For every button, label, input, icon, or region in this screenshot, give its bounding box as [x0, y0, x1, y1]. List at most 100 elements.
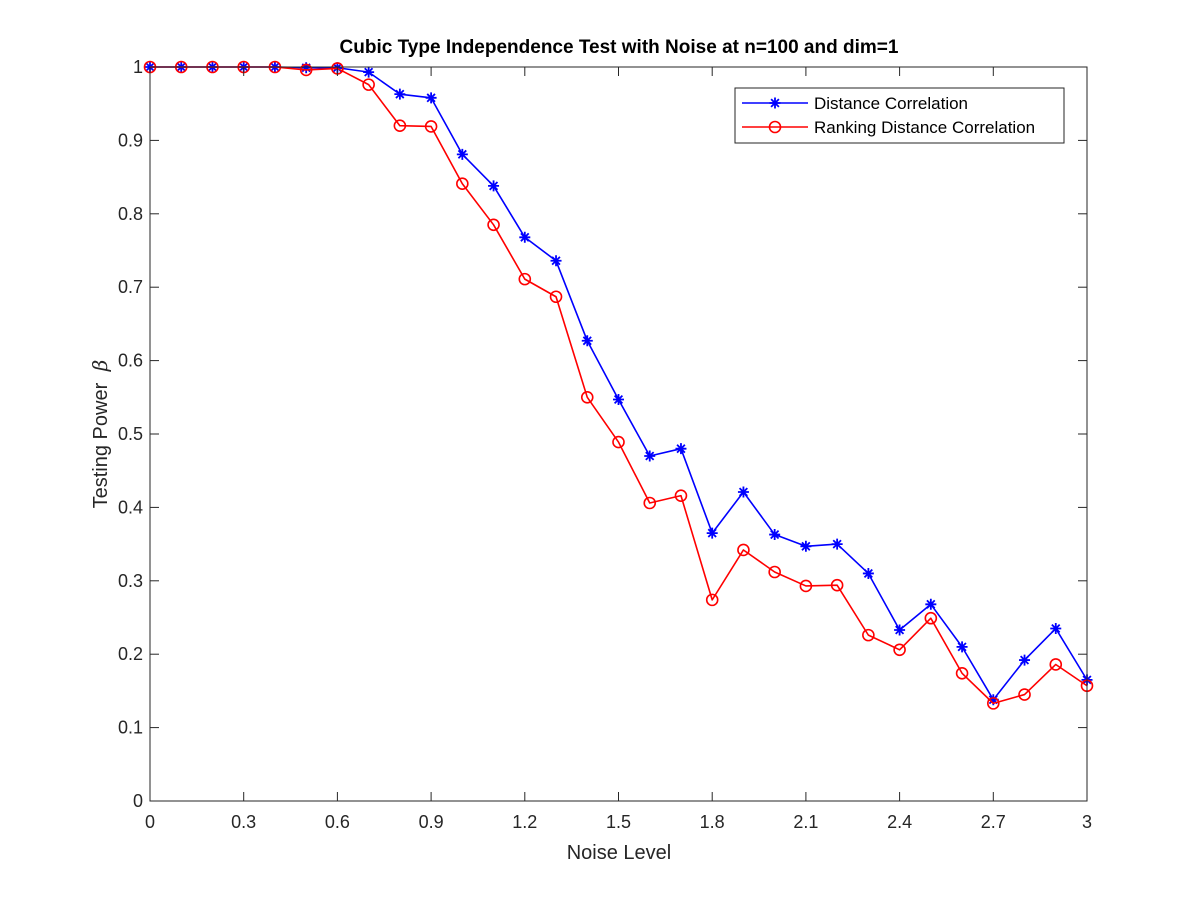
- x-tick-label: 0.9: [419, 812, 444, 832]
- data-point-ranking-distance-correlation: [768, 565, 781, 579]
- data-point-ranking-distance-correlation: [424, 120, 438, 133]
- data-point-ranking-distance-correlation: [799, 579, 813, 593]
- data-point-distance-correlation: [675, 443, 687, 455]
- legend-marker-distance-correlation: [769, 97, 781, 109]
- data-point-distance-correlation: [300, 62, 312, 74]
- axis-ticks: 0 0.3 0.6 0.9 1.2 1.5 1.8 2.1 2.4 2.7 3 0 0.1 0.2 0.3 0…: [118, 57, 1092, 832]
- data-point-ranking-distance-correlation: [362, 78, 375, 91]
- x-tick-label: 2.1: [793, 812, 818, 832]
- y-tick-label: 0.1: [118, 718, 143, 738]
- y-tick: 0.3: [118, 571, 1087, 591]
- data-point-ranking-distance-correlation: [830, 578, 844, 592]
- data-point-distance-correlation: [581, 335, 593, 347]
- data-point-ranking-distance-correlation: [705, 593, 719, 607]
- data-point-distance-correlation: [862, 567, 874, 579]
- x-tick: 0.3: [231, 67, 256, 832]
- data-point-ranking-distance-correlation: [612, 435, 625, 449]
- y-tick-label: 0.8: [118, 204, 143, 224]
- legend-entry-distance-correlation: Distance Correlation: [742, 94, 968, 113]
- data-point-ranking-distance-correlation: [1018, 688, 1031, 701]
- y-tick-label: 0.2: [118, 644, 143, 664]
- y-tick: 0.7: [118, 277, 1087, 297]
- data-point-distance-correlation: [1050, 623, 1062, 635]
- y-tick-label: 0.9: [118, 130, 143, 150]
- data-point-ranking-distance-correlation: [549, 290, 563, 304]
- data-point-ranking-distance-correlation: [393, 119, 407, 133]
- data-point-distance-correlation: [550, 255, 562, 267]
- data-point-distance-correlation: [363, 66, 375, 78]
- x-tick: 0.6: [325, 67, 350, 832]
- y-tick: 0.4: [118, 497, 1087, 517]
- x-tick-label: 0.6: [325, 812, 350, 832]
- series-line-ranking-distance-correlation: [150, 66, 1088, 705]
- y-tick: 0.6: [118, 351, 1087, 371]
- y-tick: 0.8: [118, 204, 1087, 224]
- svg-text:Testing Power β: Testing Power β: [88, 360, 112, 509]
- y-tick-label: 0.4: [118, 497, 143, 517]
- data-point-ranking-distance-correlation: [643, 496, 657, 510]
- data-point-distance-correlation: [613, 394, 624, 406]
- data-point-distance-correlation: [987, 694, 999, 706]
- y-tick-label: 1: [133, 57, 143, 77]
- x-tick: 2.1: [793, 67, 818, 832]
- y-tick: 1: [133, 57, 1087, 77]
- data-point-ranking-distance-correlation: [986, 697, 1000, 710]
- legend-label-distance-correlation: Distance Correlation: [814, 94, 968, 113]
- x-tick-label: 2.4: [887, 812, 912, 832]
- data-point-ranking-distance-correlation: [580, 390, 594, 404]
- x-tick-label: 1.5: [606, 812, 631, 832]
- y-tick-label: 0: [133, 791, 143, 811]
- y-axis-title: Testing Power: [90, 382, 112, 508]
- legend: Distance Correlation Ranking Distance Cor…: [734, 87, 1065, 144]
- y-tick: 0.1: [118, 718, 1087, 738]
- data-point-distance-correlation: [706, 527, 718, 539]
- data-point-ranking-distance-correlation: [518, 272, 532, 286]
- y-axis-title-group: Testing Power β: [88, 360, 112, 509]
- y-tick-label: 0.6: [118, 351, 143, 371]
- data-point-ranking-distance-correlation: [456, 177, 469, 191]
- data-point-distance-correlation: [394, 88, 406, 100]
- y-tick: 0.5: [118, 424, 1087, 444]
- data-point-ranking-distance-correlation: [487, 218, 500, 232]
- x-tick: 3: [1082, 67, 1092, 832]
- x-tick: 2.7: [981, 67, 1006, 832]
- data-point-ranking-distance-correlation: [737, 543, 750, 557]
- x-tick: 1.5: [606, 67, 631, 832]
- data-point-ranking-distance-correlation: [299, 63, 313, 77]
- x-tick-label: 1.8: [700, 812, 725, 832]
- data-point-distance-correlation: [425, 92, 437, 104]
- x-tick-label: 0: [145, 812, 155, 832]
- data-point-distance-correlation: [956, 641, 968, 653]
- x-tick: 0.9: [419, 67, 444, 832]
- x-tick: 2.4: [887, 67, 912, 832]
- y-tick-label: 0.5: [118, 424, 143, 444]
- data-point-distance-correlation: [894, 624, 906, 636]
- data-point-distance-correlation: [644, 450, 656, 462]
- x-tick: 1.8: [700, 67, 725, 832]
- x-tick-label: 1.2: [512, 812, 537, 832]
- data-point-distance-correlation: [769, 529, 781, 541]
- legend-label-ranking-distance-correlation: Ranking Distance Correlation: [814, 118, 1035, 137]
- x-tick-label: 3: [1082, 812, 1092, 832]
- data-point-distance-correlation: [456, 148, 468, 160]
- data-point-ranking-distance-correlation: [862, 628, 875, 642]
- x-tick: 0: [145, 67, 155, 832]
- chart-title: Cubic Type Independence Test with Noise …: [340, 37, 899, 58]
- data-point-ranking-distance-correlation: [1049, 658, 1063, 671]
- y-tick-label: 0.7: [118, 277, 143, 297]
- x-axis-title: Noise Level: [567, 842, 672, 864]
- legend-entry-ranking-distance-correlation: Ranking Distance Correlation: [742, 118, 1035, 137]
- data-point-distance-correlation: [925, 598, 937, 610]
- data-point-ranking-distance-correlation: [674, 489, 688, 502]
- data-point-ranking-distance-correlation: [955, 666, 969, 680]
- data-point-distance-correlation: [800, 540, 812, 552]
- x-tick-label: 2.7: [981, 812, 1006, 832]
- data-point-ranking-distance-correlation: [893, 643, 906, 657]
- legend-box: [734, 87, 1065, 144]
- x-tick: 1.2: [512, 67, 537, 832]
- y-tick: 0: [133, 791, 1087, 811]
- data-point-ranking-distance-correlation: [924, 611, 938, 625]
- data-point-distance-correlation: [831, 538, 843, 550]
- y-tick: 0.2: [118, 644, 1087, 664]
